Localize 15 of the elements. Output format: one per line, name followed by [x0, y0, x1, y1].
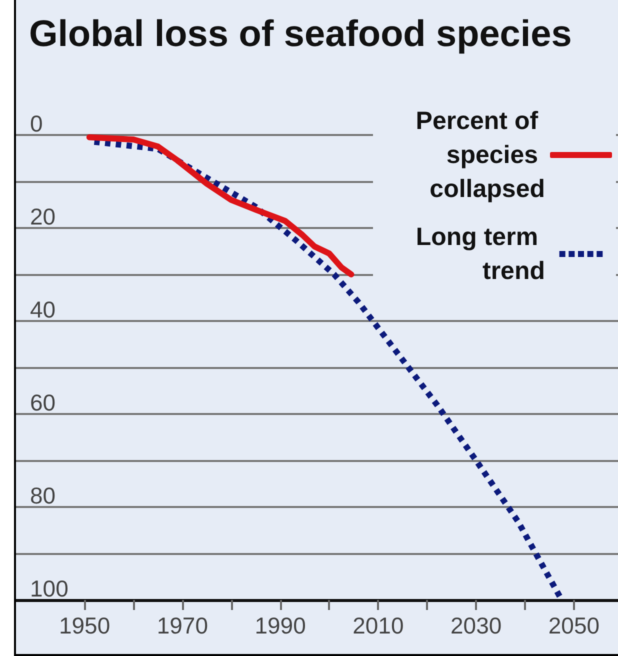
legend-label: Long term trend	[416, 223, 545, 285]
x-tick-label: 1990	[254, 612, 306, 638]
y-tick-label: 100	[30, 576, 68, 602]
legend-label: Percent of species collapsed	[416, 107, 545, 203]
x-tick-label: 1970	[156, 612, 208, 638]
x-tick-label: 1950	[58, 612, 110, 638]
y-tick-label: 60	[30, 389, 56, 416]
x-tick-label: 2030	[450, 612, 502, 638]
x-tick-label: 2010	[352, 612, 404, 638]
y-tick-label: 20	[30, 203, 56, 230]
chart-title: Global loss of seafood species	[29, 13, 572, 54]
y-tick-label: 0	[30, 110, 43, 136]
x-tick-label: 2050	[548, 612, 600, 638]
y-tick-label: 80	[30, 482, 56, 508]
y-tick-label: 40	[30, 296, 56, 322]
